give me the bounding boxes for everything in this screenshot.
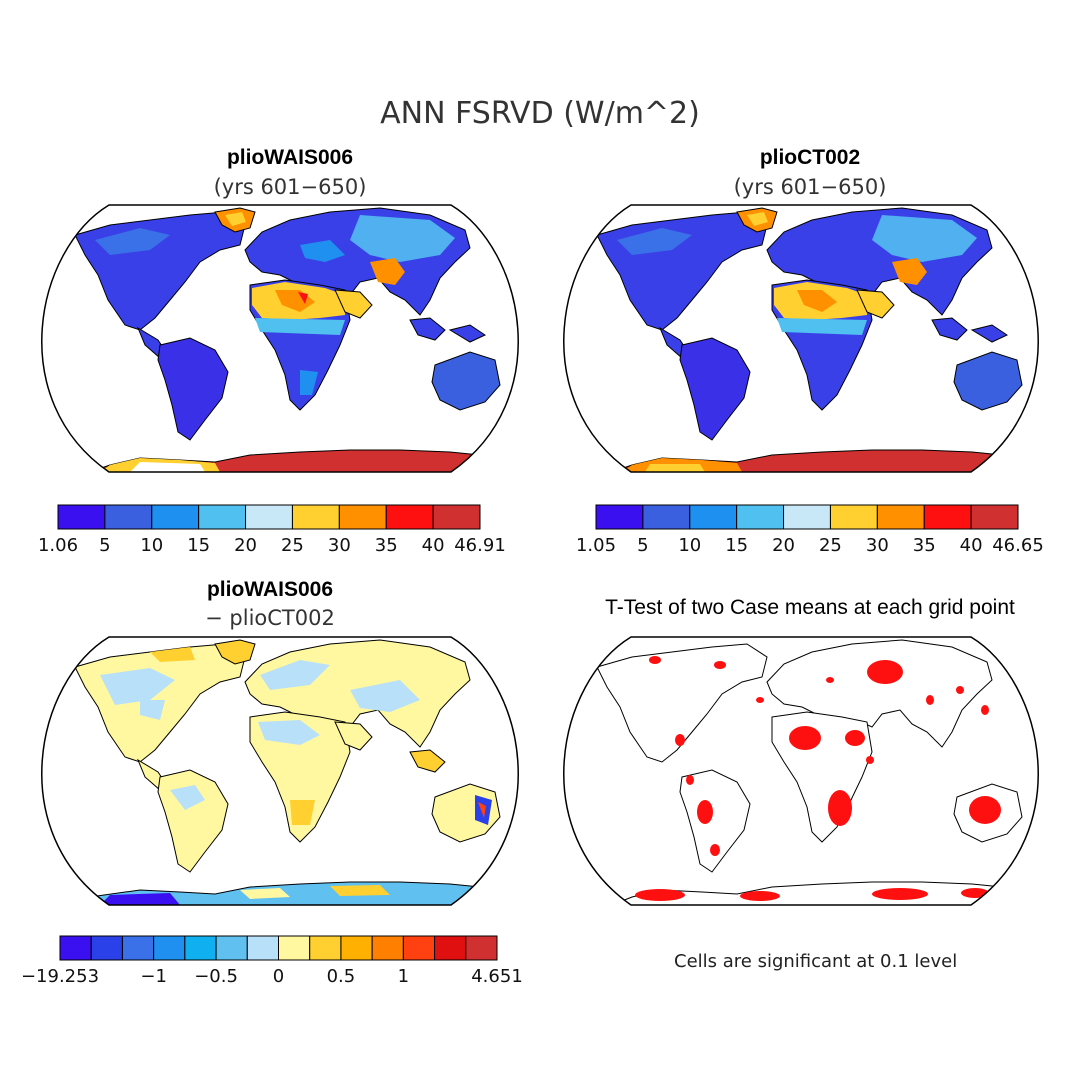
colorbar-swatch xyxy=(104,504,153,530)
colorbar-label: 25 xyxy=(280,535,304,556)
panel2-subtitle: (yrs 601−650) xyxy=(733,175,887,199)
colorbar-label: 1.05 xyxy=(575,535,617,556)
colorbar-swatch xyxy=(57,504,106,530)
colorbar-label: 10 xyxy=(678,535,702,556)
map-border-1 xyxy=(41,204,519,473)
colorbar-swatch xyxy=(434,935,467,961)
colorbar-label: 0.5 xyxy=(326,966,356,987)
colorbar-label: −1 xyxy=(140,966,167,987)
australia xyxy=(431,351,501,411)
colorbar-label: 4.651 xyxy=(471,966,523,987)
colorbar-swatch xyxy=(338,504,387,530)
colorbar-label: 46.65 xyxy=(992,535,1044,556)
colorbar-2 xyxy=(595,504,1019,530)
colorbar-swatch xyxy=(876,504,925,530)
colorbar-swatch xyxy=(246,935,280,961)
colorbar-label: 5 xyxy=(637,535,649,556)
colorbar-3 xyxy=(59,935,498,961)
colorbar-swatch xyxy=(340,935,373,961)
north-america xyxy=(74,211,246,331)
colorbar-swatch xyxy=(59,935,92,961)
colorbar-swatch xyxy=(215,935,248,961)
colorbar-swatch xyxy=(970,504,1019,530)
colorbar-swatch xyxy=(642,504,691,530)
panel4-title: T-Test of two Case means at each grid po… xyxy=(605,596,1015,619)
colorbar-label: 35 xyxy=(912,535,936,556)
colorbar-swatch xyxy=(736,504,785,530)
map-panel-3 xyxy=(41,636,519,906)
panel1-subtitle: (yrs 601−650) xyxy=(213,175,367,199)
colorbar-label: 10 xyxy=(140,535,164,556)
colorbar-swatch xyxy=(829,504,878,530)
colorbar-swatch xyxy=(402,935,436,961)
significance-note: Cells are significant at 0.1 level xyxy=(674,951,958,972)
colorbar-swatch xyxy=(90,935,123,961)
colorbar-swatch xyxy=(689,504,738,530)
colorbar-swatch xyxy=(465,935,498,961)
colorbar-label: 46.91 xyxy=(454,535,506,556)
colorbar-swatch xyxy=(198,504,247,530)
colorbar-label: 15 xyxy=(725,535,749,556)
map-border-2 xyxy=(563,204,1039,473)
colorbar-swatch xyxy=(371,935,404,961)
map-panel-2 xyxy=(563,204,1039,473)
colorbar-label: 15 xyxy=(187,535,211,556)
map-border-3 xyxy=(41,636,519,906)
colorbar-label: 0 xyxy=(272,966,285,987)
colorbar-swatch xyxy=(278,935,311,961)
colorbar-swatch xyxy=(309,935,342,961)
colorbar-swatch xyxy=(783,504,831,530)
panel3-subtitle: − plioCT002 xyxy=(205,606,335,630)
map-border-4 xyxy=(563,636,1039,906)
colorbar-swatch xyxy=(432,504,481,530)
panel2-title: plioCT002 xyxy=(759,146,861,169)
panel1-title: plioWAIS006 xyxy=(226,146,354,169)
colorbar-label: 20 xyxy=(234,535,257,556)
colorbar-label: −19.253 xyxy=(20,966,100,987)
colorbar-swatch xyxy=(121,935,155,961)
figure-title: ANN FSRVD (W/m^2) xyxy=(380,96,700,131)
colorbar-swatch xyxy=(151,504,200,530)
colorbar-label: 25 xyxy=(818,535,842,556)
south-america xyxy=(157,337,229,441)
colorbar-swatch xyxy=(385,504,434,530)
map-panel-4 xyxy=(563,636,1039,906)
colorbar-swatch xyxy=(245,504,293,530)
colorbar-label: 20 xyxy=(772,535,795,556)
colorbar-swatch xyxy=(595,504,644,530)
map-panel-1 xyxy=(41,204,519,473)
colorbar-label: 40 xyxy=(421,535,445,556)
colorbar-swatch xyxy=(184,935,217,961)
panel3-title: plioWAIS006 xyxy=(206,578,334,601)
colorbar-swatch xyxy=(291,504,340,530)
colorbar-label: 35 xyxy=(374,535,398,556)
colorbar-label: −0.5 xyxy=(194,966,238,987)
colorbar-1 xyxy=(57,504,481,530)
colorbar-label: 1 xyxy=(397,966,410,987)
colorbar-label: 1.06 xyxy=(37,535,79,556)
colorbar-swatch xyxy=(923,504,972,530)
colorbar-label: 5 xyxy=(99,535,111,556)
colorbar-label: 40 xyxy=(959,535,983,556)
colorbar-label: 30 xyxy=(865,535,889,556)
colorbar-swatch xyxy=(153,935,186,961)
colorbar-label: 30 xyxy=(327,535,351,556)
